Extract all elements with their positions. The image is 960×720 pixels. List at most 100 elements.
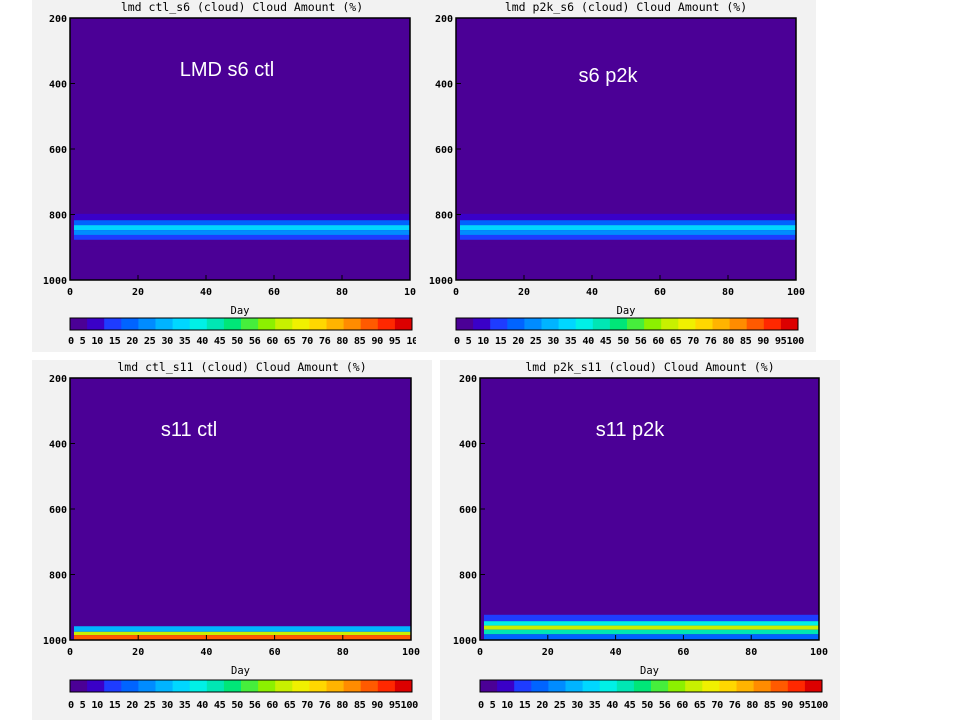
panel-s11-ctl: lmd ctl_s11 (cloud) Cloud Amount (%) 200 4… [32,360,432,720]
colorbar-frame [479,679,823,693]
panel-label: s11 ctl [161,419,217,441]
y-tick-label: 800 [435,211,453,222]
chart-title: lmd p2k_s11 (cloud) Cloud Amount (%) [525,360,774,374]
x-tick-label: 100 [787,287,805,298]
x-tick-label: 20 [132,287,144,298]
cloud-band [74,631,411,636]
colorbar-swatch [309,318,327,330]
colorbar-swatch [804,680,823,692]
colorbar-swatch [763,318,782,330]
y-tick-label: 1000 [429,276,453,287]
plot-area [480,378,819,640]
colorbar-tick-labels: 0 5 10 15 20 25 30 35 40 45 50 56 60 65 … [68,700,419,711]
x-tick-label: 0 [67,287,73,298]
colorbar-swatch [599,680,618,692]
colorbar-frame [455,317,799,331]
colorbar-swatch [343,680,362,692]
colorbar-swatch [172,680,191,692]
y-tick-label: 400 [459,440,477,451]
y-tick-label: 400 [49,440,67,451]
cloud-band [74,220,410,226]
panel-s11-p2k: lmd p2k_s11 (cloud) Cloud Amount (%) 200 4… [440,360,840,720]
colorbar-swatch [172,318,191,330]
y-tick-label: 800 [459,571,477,582]
colorbar-swatch [770,680,789,692]
colorbar-swatch [582,680,601,692]
colorbar-swatch [661,318,679,330]
colorbar-swatch [360,680,379,692]
colorbar-swatch [565,680,584,692]
panel-label: s6 p2k [579,65,639,87]
cloud-band [484,629,819,635]
colorbar-swatch [541,318,560,330]
x-axis-label: Day [231,665,250,677]
colorbar-swatch [702,680,720,692]
colorbar-swatch [70,318,88,330]
colorbar-swatch [138,318,156,330]
x-tick-label: 10 [404,287,416,298]
colorbar-swatch [189,680,208,692]
colorbar-swatch [524,318,542,330]
colorbar-swatch [326,680,345,692]
x-tick-label: 20 [518,287,530,298]
colorbar-swatch [326,318,345,330]
x-tick-label: 0 [477,647,483,658]
heatmap-svg: lmd ctl_s11 (cloud) Cloud Amount (%)2004… [43,360,420,711]
chart-title: lmd ctl_s11 (cloud) Cloud Amount (%) [117,360,366,374]
cloud-band [460,213,796,221]
x-tick-label: 0 [453,287,459,298]
colorbar-swatch [121,318,139,330]
x-tick-label: 80 [337,647,349,658]
colorbar-swatch [70,680,88,692]
colorbar-swatch [394,318,413,330]
colorbar-swatch [514,680,532,692]
colorbar-swatch [490,318,508,330]
panel-s6-ctl: lmd ctl_s6 (cloud) Cloud Amount (%) 200 40… [32,0,416,352]
panel-label: s11 p2k [596,419,666,441]
x-tick-label: 60 [677,647,689,658]
cloud-band [74,234,410,240]
y-tick-label: 1000 [43,276,67,287]
colorbar-swatch [206,318,225,330]
colorbar-swatch [87,318,105,330]
cloud-band [74,626,411,632]
colorbar-swatch [644,318,662,330]
colorbar-tick-labels: 0 5 10 15 20 25 30 35 40 45 50 56 60 65 … [68,336,416,347]
colorbar-swatch [678,318,696,330]
colorbar-swatch [206,680,225,692]
y-tick-label: 200 [459,374,477,385]
colorbar-swatch [121,680,139,692]
x-tick-label: 40 [610,647,622,658]
colorbar-swatch [668,680,686,692]
colorbar-swatch [258,680,276,692]
colorbar-swatch [456,318,474,330]
colorbar-swatch [609,318,628,330]
colorbar-frame [69,679,413,693]
x-tick-label: 80 [336,287,348,298]
colorbar-swatch [104,680,122,692]
x-tick-label: 20 [542,647,554,658]
chart-title: lmd ctl_s6 (cloud) Cloud Amount (%) [121,0,363,14]
colorbar-swatch [241,318,259,330]
x-tick-label: 40 [586,287,598,298]
colorbar-swatch [736,680,755,692]
colorbar-swatch [719,680,737,692]
colorbar-swatch [223,318,242,330]
colorbar-swatch [309,680,327,692]
chart-title: lmd p2k_s6 (cloud) Cloud Amount (%) [505,0,747,14]
cloud-band [460,230,796,235]
colorbar-swatch [275,318,293,330]
colorbar-swatch [223,680,242,692]
colorbar-swatch [651,680,669,692]
x-axis-label: Day [640,665,659,677]
cloud-band [460,225,796,231]
plot-area [70,378,411,640]
colorbar-swatch [360,318,379,330]
colorbar-swatch [753,680,772,692]
colorbar-swatch [729,318,748,330]
heatmap-svg: lmd p2k_s11 (cloud) Cloud Amount (%)2004… [453,360,829,711]
panel-s6-p2k: lmd p2k_s6 (cloud) Cloud Amount (%) 20 0 40… [416,0,816,352]
y-tick-label: 600 [49,505,67,516]
x-tick-label: 100 [402,647,420,658]
colorbar-swatch [394,680,413,692]
